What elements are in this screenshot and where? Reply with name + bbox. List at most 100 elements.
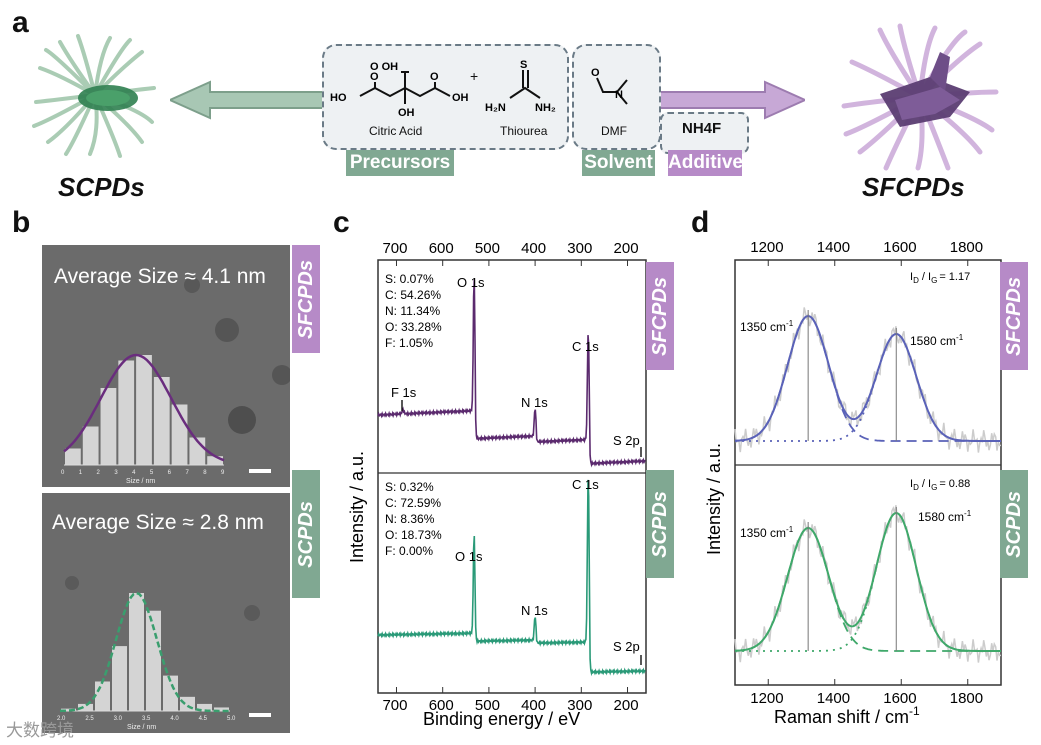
histogram-tick: 2 xyxy=(97,470,101,476)
raman-bottom-side-label: SCPDs xyxy=(1000,470,1028,578)
xps-top-composition: O: 33.28% xyxy=(385,320,442,334)
xps-bottom-side-label: SCPDs xyxy=(646,470,674,578)
xps-bottom-tick-label: 600 xyxy=(429,697,454,714)
xps-bottom-c1s: C 1s xyxy=(572,477,599,492)
tem-top-caption: Average Size ≈ 4.1 nm xyxy=(54,265,266,288)
xps-ylabel: Intensity / a.u. xyxy=(347,451,367,563)
xps-top-composition: N: 11.34% xyxy=(385,304,440,318)
solvent-tag: Solvent xyxy=(582,150,655,176)
xps-bottom-s2p: S 2p xyxy=(613,639,640,654)
solvent-box xyxy=(572,44,661,150)
histogram-bar xyxy=(95,681,110,711)
xps-sfcpds-spectrum xyxy=(377,279,646,468)
xps-top-o1s: O 1s xyxy=(457,275,485,290)
raman-top-tick-label: 1600 xyxy=(883,239,916,256)
raman-top-side-label: SFCPDs xyxy=(1000,262,1028,370)
raman-d-band-fit xyxy=(734,527,1001,652)
left-arrow xyxy=(170,80,330,120)
histogram-tick: 2.0 xyxy=(57,716,66,722)
histogram-bar xyxy=(214,707,229,711)
ca-oh: OH xyxy=(452,92,469,104)
sfcpd-particle-illustration xyxy=(841,23,999,171)
xps-bottom-composition: C: 72.59% xyxy=(385,496,441,510)
histogram-tick: 6 xyxy=(168,470,172,476)
xps-top-tick-label: 700 xyxy=(382,240,407,257)
raman-top-g-label: 1580 cm-1 xyxy=(910,333,964,348)
xps-bottom-tick-label: 300 xyxy=(567,697,592,714)
histogram-bar xyxy=(136,355,152,465)
histogram-tick: 8 xyxy=(203,470,207,476)
thiourea-label: Thiourea xyxy=(500,124,548,138)
xps-top-c1s: C 1s xyxy=(572,339,599,354)
nh4f-label: NH4F xyxy=(682,120,722,137)
histogram-tick: 4.5 xyxy=(199,716,208,722)
histogram-tick: 0 xyxy=(61,470,65,476)
ca-o-right: O xyxy=(430,71,439,83)
raman-chart: 1200 1200 1400 1400 1600 1600 1800 1800 ID / IG… xyxy=(704,239,1002,727)
raman-bottom-tick-label: 1400 xyxy=(817,690,850,707)
tem-image-sfcpds: 0 1 2 3 4 5 6 7 8 9 Size / nm Average Size ≈ 4.1 n… xyxy=(42,245,290,487)
histogram-tick: 1 xyxy=(79,470,83,476)
histogram-bar xyxy=(100,388,117,465)
raman-top-tick-label: 1200 xyxy=(750,239,783,256)
histogram-tick: 9 xyxy=(221,470,225,476)
panel-label-a: a xyxy=(12,6,29,39)
th-nh2: NH₂ xyxy=(535,102,556,114)
histogram-bar xyxy=(61,708,76,711)
raman-bottom-tick-label: 1600 xyxy=(883,690,916,707)
histogram-tick: 2.5 xyxy=(85,716,94,722)
tem-bottom-side-label: SCPDs xyxy=(292,470,320,598)
sfcpds-title: SFCPDs xyxy=(862,172,965,202)
xps-top-s2p: S 2p xyxy=(613,433,640,448)
citric-acid-label: Citric Acid xyxy=(369,124,423,138)
watermark: 大数跨境 xyxy=(6,721,74,740)
histogram-fit-curve xyxy=(59,591,230,713)
histogram-fit-curve xyxy=(63,353,225,462)
plus-sign: + xyxy=(470,68,479,84)
ca-ho: HO xyxy=(330,92,347,104)
histogram-bar xyxy=(180,696,195,711)
histogram-bar xyxy=(82,426,99,465)
histogram-bar xyxy=(163,675,178,711)
scpds-title: SCPDs xyxy=(58,172,145,202)
xps-top-tick-label: 600 xyxy=(429,240,454,257)
xps-xlabel: Binding energy / eV xyxy=(423,709,580,729)
xps-bottom-composition: F: 0.00% xyxy=(385,544,433,558)
xps-bottom-tick-label: 400 xyxy=(521,697,546,714)
xps-top-side-label: SFCPDs xyxy=(646,262,674,370)
xps-top-tick-label: 200 xyxy=(614,240,639,257)
dmf-structure: O N xyxy=(591,67,628,105)
xps-top-tick-label: 500 xyxy=(475,240,500,257)
xps-top-n1s: N 1s xyxy=(521,395,548,410)
xps-scpds-spectrum xyxy=(377,479,646,677)
th-s: S xyxy=(520,59,527,71)
xps-top-tick-label: 300 xyxy=(567,240,592,257)
panel-label-d: d xyxy=(691,206,710,239)
raman-bottom-tick-label: 1800 xyxy=(950,690,983,707)
histogram-tick: 5 xyxy=(150,470,154,476)
xps-chart: 700 600 500 400 300 200 700 600 500 400 300 200 S: … xyxy=(347,240,647,729)
panel-label-c: c xyxy=(333,206,350,239)
xps-bottom-composition: S: 0.32% xyxy=(385,480,434,494)
raman-xlabel: Raman shift / cm-1 xyxy=(774,704,920,727)
thiourea-structure: S H₂N NH₂ xyxy=(485,59,556,114)
histogram-bar xyxy=(153,377,170,465)
raman-top-d-label: 1350 cm-1 xyxy=(740,319,794,334)
tem-image-scpds: 2.0 2.5 3.0 3.5 4.0 4.5 5.0 Size / nm Average S… xyxy=(42,493,290,733)
histogram-tick: 3.5 xyxy=(142,716,151,722)
raman-bottom-ratio: ID / IG = 0.88 xyxy=(910,478,970,492)
xps-bottom-composition: O: 18.73% xyxy=(385,528,442,542)
xps-bottom-tick-label: 500 xyxy=(475,697,500,714)
histogram-tick: 3 xyxy=(114,470,118,476)
precursors-box xyxy=(322,44,569,150)
raman-bottom-g-label: 1580 cm-1 xyxy=(918,509,972,524)
histogram-bar xyxy=(65,448,81,465)
histogram-tick: 4 xyxy=(132,470,136,476)
raman-total-fit xyxy=(734,511,1001,652)
citric-acid-structure: O OH HO OH O O OH xyxy=(330,61,469,119)
raman-total-fit xyxy=(734,314,1001,442)
xps-top-tick-label: 400 xyxy=(521,240,546,257)
right-arrow xyxy=(655,80,805,120)
histogram-bar xyxy=(118,360,135,465)
ca-o-oh: O OH xyxy=(370,61,398,73)
